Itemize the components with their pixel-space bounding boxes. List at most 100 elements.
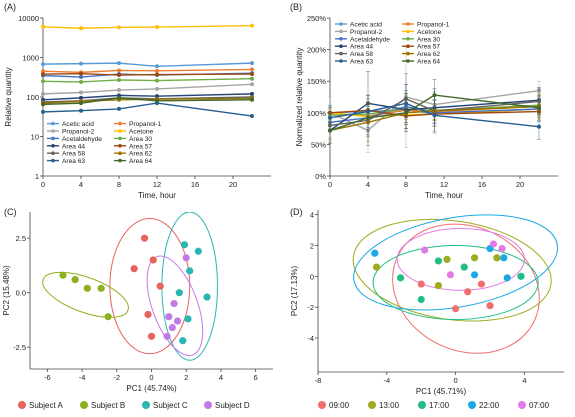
legend-label: 22:00	[479, 401, 500, 410]
legend-label: 07:00	[529, 401, 550, 410]
data-point	[432, 93, 437, 98]
x-tick-label: 4	[79, 180, 83, 189]
data-point	[434, 257, 443, 265]
ellipses	[352, 214, 559, 354]
series-17-00	[396, 257, 525, 304]
legend-marker	[118, 129, 122, 133]
x-tick-label: 20	[229, 180, 237, 189]
data-point	[79, 108, 83, 113]
x-axis-label: Time, hour	[425, 191, 463, 200]
legend-label: Acetone	[129, 129, 154, 136]
legend-marker	[51, 121, 55, 126]
data-point	[104, 313, 112, 321]
data-point	[165, 313, 173, 321]
legend-marker	[406, 51, 410, 56]
data-point	[117, 73, 121, 78]
x-tick-label: 4	[522, 376, 526, 385]
x-tick-label: -4	[79, 373, 86, 382]
y-tick-label: 100%	[307, 109, 327, 118]
legend-label: Subject B	[91, 401, 125, 410]
series-subject-d	[163, 254, 190, 340]
legend-marker	[51, 136, 55, 141]
legend-marker	[406, 29, 410, 34]
y-tick-label: 0%	[315, 172, 326, 181]
legend-item-area-63: Area 63	[47, 158, 85, 165]
panel-c: (C) -2.5 0.0 2.5 -6 -4 -2 0 2 4 6 PC1 (45.74%) PC2 (…	[2, 207, 273, 410]
legend: Subject A Subject B Subject C Subject D	[18, 401, 250, 410]
legend-marker	[518, 401, 526, 409]
x-axis-label: PC1 (45.74%)	[126, 384, 177, 393]
legend-label: Area 44	[62, 143, 85, 150]
data-point	[79, 26, 83, 31]
data-point	[372, 263, 381, 271]
y-axis-label: Relative quantity	[4, 67, 13, 126]
series-line	[42, 72, 253, 76]
data-point	[182, 254, 190, 262]
legend-item-area-30: Area 30	[114, 136, 152, 143]
legend-item-area-58: Area 58	[47, 151, 85, 158]
x-tick-label: -8	[315, 376, 322, 385]
legend-item-area-57: Area 57	[114, 143, 152, 150]
data-point	[434, 282, 443, 290]
series-acetic-acid	[41, 61, 254, 69]
data-point	[503, 274, 511, 282]
series-subject-b	[59, 271, 112, 321]
data-point	[156, 282, 164, 290]
legend-item-acetaldehyde: Acetaldehyde	[47, 136, 102, 143]
data-point	[250, 76, 254, 81]
data-point	[117, 68, 121, 73]
x-tick-label: 8	[117, 180, 121, 189]
data-point	[470, 254, 479, 262]
series-propanol-1	[41, 67, 254, 75]
data-point	[500, 254, 508, 262]
x-tick-label: 8	[404, 180, 408, 189]
legend-item-area-62: Area 62	[114, 151, 152, 158]
x-tick-label: 2	[184, 373, 188, 382]
panel-label: (C)	[4, 207, 17, 217]
legend-label: Area 30	[417, 36, 440, 43]
data-point	[173, 317, 182, 325]
x-tick-label: 20	[516, 180, 524, 189]
data-point	[537, 124, 541, 129]
data-point	[97, 284, 105, 292]
x-tick-label: 16	[478, 180, 486, 189]
legend-item-area-44: Area 44	[47, 143, 85, 150]
legend-marker	[418, 401, 426, 409]
data-point	[117, 95, 121, 100]
legend-label: Propanol-1	[417, 22, 450, 29]
data-point	[250, 67, 254, 72]
legend-label: Area 63	[350, 59, 373, 66]
legend-marker	[118, 151, 122, 155]
legend-item-22-00: 22:00	[468, 401, 500, 410]
legend-label: Area 44	[350, 44, 373, 51]
data-point	[250, 72, 254, 77]
legend-label: Area 64	[417, 59, 440, 66]
data-point	[250, 114, 254, 119]
data-point	[184, 315, 192, 323]
data-point	[180, 241, 189, 249]
panel-a: (A) 1 10 100 1000 10000 0 4 8 12 16 20 Time, hour Rel…	[4, 2, 271, 200]
series-22-00	[371, 244, 511, 282]
data-point	[250, 91, 254, 96]
legend-item-acetone: Acetone	[114, 129, 154, 136]
data-point	[79, 79, 83, 84]
data-point	[59, 271, 67, 279]
data-point	[147, 332, 156, 340]
y-tick-label: 10	[31, 133, 39, 142]
data-point	[537, 105, 541, 110]
y-tick-label: -2.5	[13, 343, 26, 352]
legend-marker	[51, 144, 55, 148]
data-point	[464, 288, 472, 296]
series-subject-a	[130, 234, 164, 340]
y-tick-label: 250%	[307, 14, 327, 23]
data-point	[41, 69, 45, 74]
legend-item-acetone: Acetone	[402, 29, 442, 36]
legend-label: Area 63	[62, 158, 85, 165]
legend-label: 09:00	[329, 401, 350, 410]
legend-marker	[51, 129, 55, 133]
legend-label: Acetaldehyde	[350, 36, 390, 43]
legend-marker	[118, 136, 122, 141]
y-tick-label: 150%	[307, 77, 327, 86]
y-tick-label: 10000	[18, 14, 39, 23]
data-point	[250, 97, 254, 102]
